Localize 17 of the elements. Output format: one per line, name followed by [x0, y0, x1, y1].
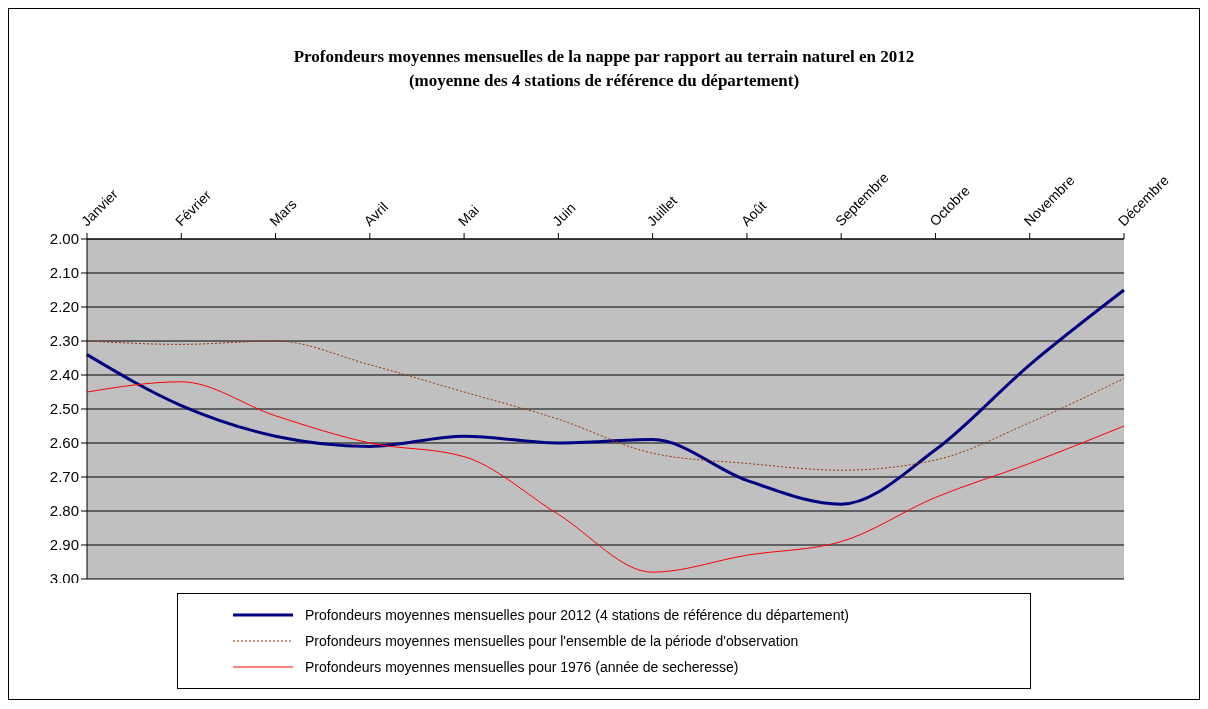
y-tick-label: 2.30 [49, 332, 79, 350]
legend-label: Profondeurs moyennes mensuelles pour 2012 (4 stations de référence du département) [305, 607, 849, 623]
chart-title: Profondeurs moyennes mensuelles de la nappe par rapport au terrain naturel en 2012 [292, 46, 916, 68]
x-tick-label: Mai [454, 201, 483, 230]
y-tick-label: 2.80 [49, 502, 79, 520]
y-tick-label: 2.90 [49, 536, 79, 554]
y-tick-label: 2.20 [49, 298, 79, 316]
legend-label: Profondeurs moyennes mensuelles pour 1976 (année de secheresse) [305, 659, 739, 675]
x-tick-label: Juin [549, 199, 579, 230]
y-tick-label: 2.40 [49, 366, 79, 384]
y-tick-label: 2.50 [49, 400, 79, 418]
y-tick-label: 2.10 [49, 264, 79, 282]
y-tick-label: 2.70 [49, 468, 79, 486]
legend-label: Profondeurs moyennes mensuelles pour l'ensemble de la période d'observation [305, 633, 799, 649]
chart-subtitle: (moyenne des 4 stations de référence du département) [407, 70, 801, 92]
y-tick-label: 2.60 [49, 434, 79, 452]
y-tick-label: 2.00 [49, 230, 79, 248]
